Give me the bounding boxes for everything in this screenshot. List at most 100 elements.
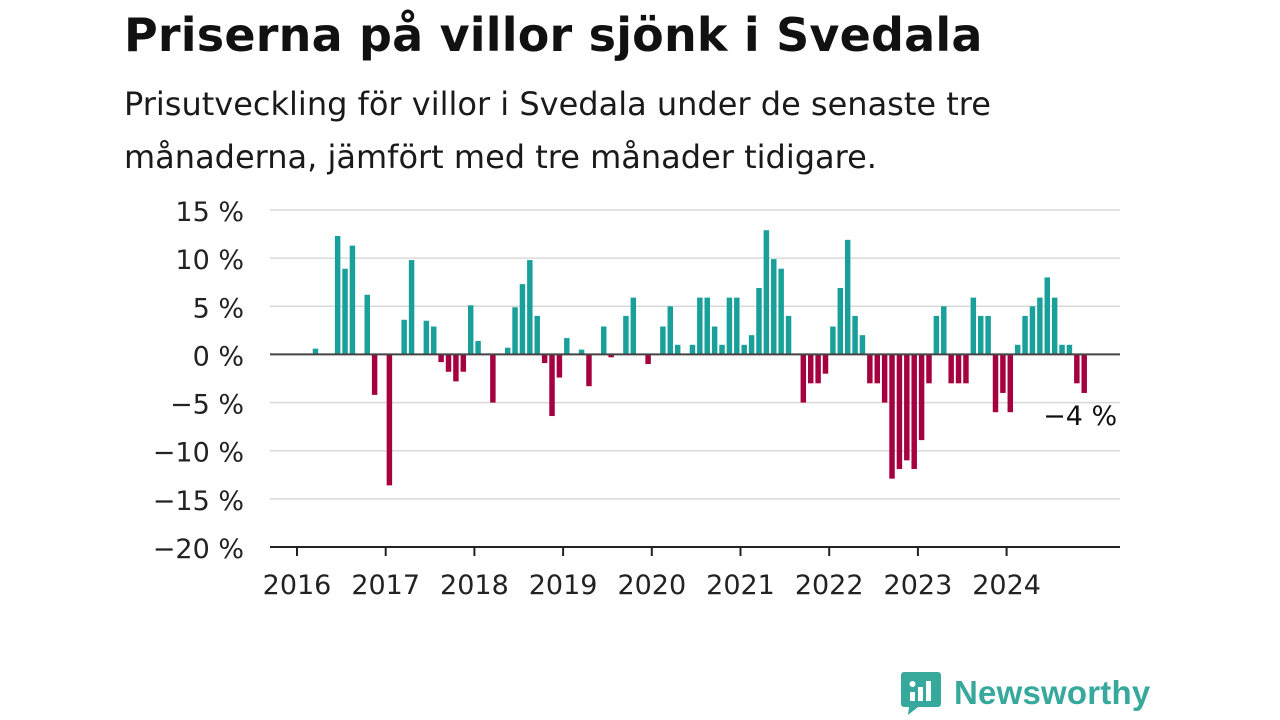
bar: [1037, 297, 1043, 355]
bar: [1074, 354, 1080, 384]
bar: [608, 354, 614, 358]
axes: [270, 353, 1120, 556]
bar: [748, 335, 755, 355]
bar: [963, 354, 969, 384]
bar: [401, 319, 407, 355]
bar: [586, 354, 592, 387]
bar: [852, 315, 858, 355]
y-axis-labels: 15 % 10 % 5 % 0 % −5 % −10 % −15 % −20 %: [153, 197, 244, 565]
chart-title: Priserna på villor sjönk i Svedala: [124, 8, 983, 62]
bar: [926, 354, 932, 384]
bar: [578, 349, 585, 355]
bar: [1000, 354, 1006, 393]
bar: [431, 326, 437, 355]
bar: [386, 354, 393, 486]
bar: [992, 354, 999, 413]
bar: [822, 354, 829, 374]
y-tick-label: −10 %: [153, 438, 244, 469]
bar: [630, 297, 637, 355]
bar: [674, 344, 681, 355]
x-tick-label: 2019: [529, 570, 598, 601]
bar: [438, 354, 444, 363]
bar: [423, 320, 430, 355]
bar: [800, 354, 807, 403]
bar: [453, 354, 459, 382]
bar: [904, 354, 910, 461]
bar: [1007, 354, 1014, 413]
bar: [918, 354, 925, 441]
bar: [527, 260, 533, 355]
bar: [726, 297, 733, 355]
bar: [941, 306, 947, 355]
bar: [601, 326, 607, 355]
bar: [867, 354, 873, 384]
bar: [697, 297, 703, 355]
bar: [756, 287, 762, 355]
bar: [512, 307, 518, 355]
bar: [711, 326, 718, 355]
bar: [881, 354, 888, 403]
y-tick-label: −5 %: [170, 390, 244, 421]
bar: [349, 245, 356, 355]
bar: [667, 306, 674, 355]
bar: [1029, 306, 1036, 355]
brand-logo: Newsworthy: [900, 670, 1150, 716]
bar: [534, 315, 540, 355]
bar: [541, 354, 548, 364]
bar: [556, 354, 563, 378]
bar: [504, 347, 511, 355]
bar: [911, 354, 917, 470]
x-tick-label: 2016: [263, 570, 332, 601]
bar: [763, 230, 770, 355]
bar: [985, 315, 991, 355]
bar: [371, 354, 378, 395]
bar: [623, 315, 629, 355]
bar: [408, 260, 415, 355]
x-tick-label: 2018: [440, 570, 509, 601]
bar: [475, 340, 481, 355]
bar: [1051, 297, 1058, 355]
bar: [519, 284, 526, 355]
x-tick-label: 2023: [884, 570, 953, 601]
x-tick-label: 2022: [795, 570, 864, 601]
bar: [660, 326, 666, 355]
bar: [704, 297, 710, 355]
bar: [844, 239, 851, 355]
bar: [977, 315, 984, 355]
bar: [1014, 344, 1021, 355]
bar: [1044, 277, 1050, 355]
bar: [342, 268, 348, 355]
bar: [896, 354, 903, 470]
y-tick-label: −20 %: [153, 534, 244, 565]
bar: [1066, 344, 1073, 355]
y-tick-label: 0 %: [193, 341, 244, 372]
bar: [1059, 344, 1065, 355]
bar: [490, 354, 496, 403]
bar: [467, 305, 474, 355]
x-tick-label: 2021: [706, 570, 775, 601]
bar: [837, 287, 844, 355]
bar: [719, 344, 725, 355]
y-tick-label: 15 %: [175, 197, 244, 228]
bar: [807, 354, 814, 384]
x-tick-label: 2017: [351, 570, 420, 601]
chart-subtitle: Prisutveckling för villor i Svedala unde…: [124, 85, 991, 176]
bar: [889, 354, 895, 479]
bar: [933, 315, 940, 355]
bars: [312, 230, 1087, 486]
bar: [445, 354, 452, 372]
bar: [334, 236, 341, 355]
bar: [564, 338, 570, 355]
bar: [970, 297, 977, 355]
y-tick-label: 10 %: [175, 245, 244, 276]
bar: [778, 268, 784, 355]
bar: [312, 348, 319, 355]
bar: [1022, 315, 1028, 355]
x-axis-labels: 2016 2017 2018 2019 2020 2021 2022 2023 2024: [263, 570, 1041, 601]
bar: [364, 294, 370, 355]
x-tick-label: 2020: [617, 570, 686, 601]
y-tick-label: 5 %: [193, 293, 244, 324]
annotations: −4 %: [1043, 401, 1117, 432]
bar: [771, 259, 777, 355]
